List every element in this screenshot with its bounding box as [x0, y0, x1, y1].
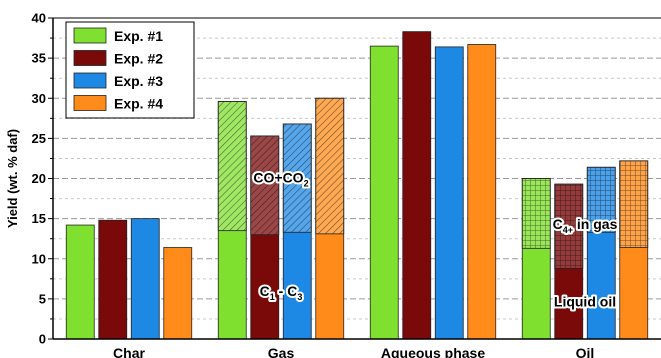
annotation-label: C4+ in gas — [553, 216, 618, 235]
bar — [434, 46, 464, 340]
annotation-subscript: 4+ — [563, 225, 573, 235]
annotation-label: Liquid oil — [554, 293, 616, 309]
legend-entry: Exp. #2 — [114, 51, 163, 67]
axes: 0 5 10 15 20 25 30 35 40 Yield (wt. % daf) Char Gas… — [5, 11, 661, 358]
x-category-label: Gas — [268, 345, 295, 358]
bar — [402, 31, 432, 340]
legend-swatch — [73, 27, 107, 44]
bar — [130, 218, 160, 340]
annotation-text: C — [553, 216, 563, 232]
legend-swatch — [73, 50, 107, 66]
annotation-label: CO+CO2 — [253, 170, 308, 189]
legend-entry: Exp. #4 — [114, 96, 163, 112]
hatched-bar-segment — [586, 166, 616, 233]
bar — [98, 219, 128, 340]
x-category-label: Aqueous phase — [381, 345, 485, 358]
legend-swatch — [73, 95, 107, 111]
bars — [65, 31, 649, 340]
y-tick-label: 25 — [32, 131, 46, 146]
legend-entry: Exp. #3 — [114, 73, 163, 89]
y-axis-title: Yield (wt. % daf) — [5, 129, 20, 228]
y-tick-label: 0 — [39, 332, 46, 347]
hatched-bar-segment — [250, 135, 280, 236]
annotation-text: C — [260, 283, 270, 299]
hatched-bar-segment — [282, 123, 312, 233]
annotation-text: Liquid oil — [554, 293, 616, 309]
bar — [467, 44, 497, 340]
annotation-subscript: 1 — [270, 292, 275, 302]
hatched-bar-segment — [619, 160, 649, 248]
annotation-label: C1 - C3 — [260, 283, 303, 302]
hatched-bar-segment — [521, 178, 551, 249]
hatched-bar-segment — [554, 183, 584, 269]
hatched-bar-segment — [315, 97, 345, 235]
x-category-label: Oil — [576, 345, 595, 358]
y-tick-label: 15 — [32, 211, 46, 226]
annotation-subscript: 2 — [304, 179, 309, 189]
bar — [163, 247, 193, 340]
legend-swatch — [73, 72, 107, 89]
annotation-text: in gas — [573, 216, 618, 232]
y-tick-label: 5 — [39, 291, 46, 306]
annotation-text: - C — [275, 283, 298, 299]
bar — [65, 224, 95, 340]
annotation-text: CO+CO — [253, 170, 303, 186]
annotation-subscript: 3 — [297, 292, 302, 302]
y-tick-label: 20 — [32, 171, 46, 186]
x-category-label: Char — [113, 345, 145, 358]
hatched-bar-segment — [217, 101, 247, 232]
bar — [369, 45, 399, 340]
legend: Exp. #1 Exp. #2 Exp. #3 Exp. #4 — [65, 21, 195, 119]
y-tick-label: 35 — [32, 51, 46, 66]
y-tick-label: 40 — [32, 11, 46, 26]
y-tick-label: 10 — [32, 251, 46, 266]
y-tick-label: 30 — [32, 91, 46, 106]
legend-entry: Exp. #1 — [114, 28, 163, 44]
